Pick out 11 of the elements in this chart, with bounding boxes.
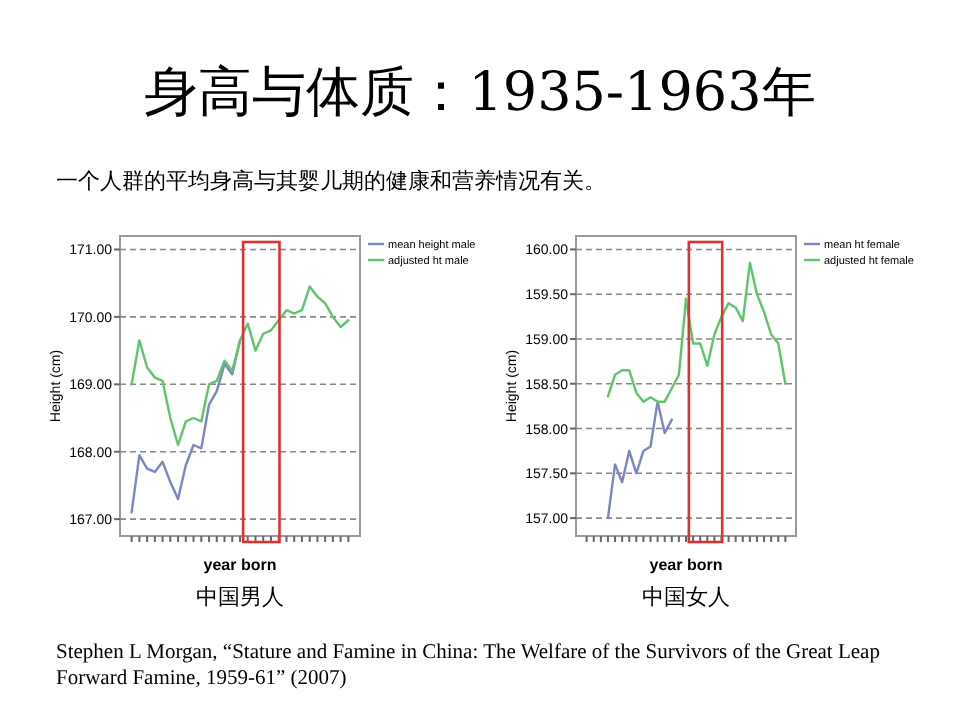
x-axis-title: year born (203, 556, 277, 574)
text: 中国男人 (196, 584, 284, 610)
text: 一个人群的平均身高与其婴儿期的健康和营养情况有关。 (56, 166, 606, 196)
line-series (130, 339, 242, 514)
x-axis-title: year born (649, 556, 723, 574)
text: Stephen L Morgan, “Stature and Famine in China: The Welfare of the Survivors of the Great Leap Forward Famine, 1959-61” (2007) (56, 640, 882, 692)
text: 中国女人 (642, 584, 730, 610)
line-series (606, 261, 787, 403)
line-series (130, 285, 350, 447)
line-series (606, 400, 673, 520)
text: 身高与体质：1935-1963年 (142, 60, 818, 128)
